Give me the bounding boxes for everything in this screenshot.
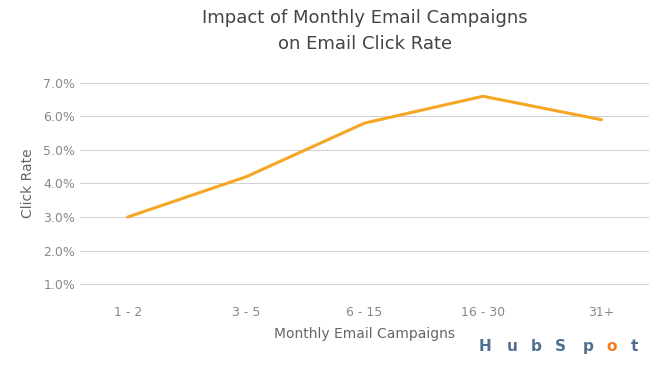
Text: S: S	[555, 339, 565, 354]
Text: HubSpot: HubSpot	[0, 366, 1, 367]
Text: H: H	[478, 339, 491, 354]
Text: u: u	[506, 339, 517, 354]
X-axis label: Monthly Email Campaigns: Monthly Email Campaigns	[274, 327, 455, 341]
Y-axis label: Click Rate: Click Rate	[21, 149, 35, 218]
Text: o: o	[607, 339, 617, 354]
Text: p: p	[583, 339, 593, 354]
Text: t: t	[631, 339, 638, 354]
Title: Impact of Monthly Email Campaigns
on Email Click Rate: Impact of Monthly Email Campaigns on Ema…	[202, 9, 527, 53]
Text: b: b	[531, 339, 541, 354]
